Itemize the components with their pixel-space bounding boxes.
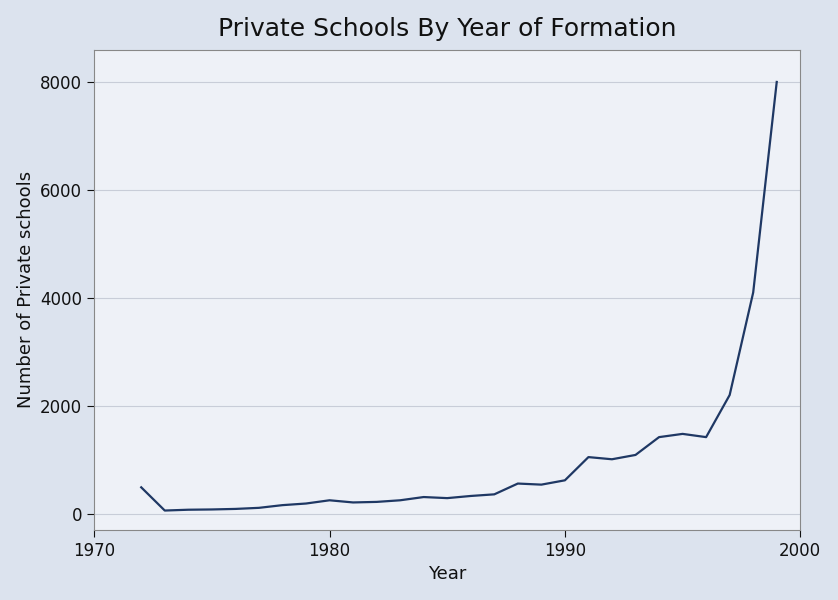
Title: Private Schools By Year of Formation: Private Schools By Year of Formation (218, 17, 676, 41)
Y-axis label: Number of Private schools: Number of Private schools (17, 171, 34, 409)
X-axis label: Year: Year (428, 565, 467, 583)
